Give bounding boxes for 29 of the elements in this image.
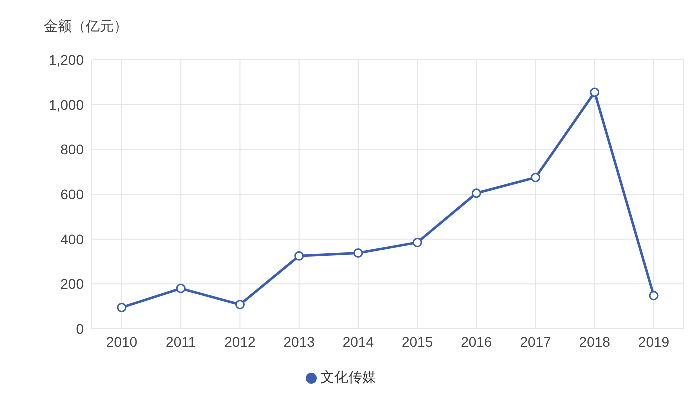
- y-tick-label: 200: [60, 276, 84, 292]
- x-tick-label: 2018: [579, 334, 611, 350]
- x-tick-label: 2015: [402, 334, 434, 350]
- point: [590, 88, 600, 98]
- point: [117, 302, 127, 312]
- y-tick-label: 1,200: [48, 52, 84, 68]
- x-tick-label: 2012: [224, 334, 256, 350]
- y-tick-label: 1,000: [48, 96, 84, 113]
- point: [531, 172, 541, 182]
- point: [176, 284, 186, 294]
- point: [649, 291, 659, 301]
- x-tick-label: 2019: [638, 334, 670, 350]
- x-tick-label: 2016: [461, 334, 492, 350]
- y-tick-label: 0: [76, 320, 84, 337]
- legend-label: 文化传媒: [320, 369, 376, 385]
- point: [294, 251, 304, 261]
- point: [235, 300, 245, 310]
- point: [472, 188, 482, 198]
- y-axis-title: 金额（亿元）: [44, 18, 128, 36]
- point: [412, 238, 422, 248]
- x-tick-label: 2011: [166, 334, 196, 350]
- y-tick-label: 600: [60, 186, 84, 202]
- x-tick-label: 2010: [106, 334, 138, 350]
- x-tick-label: 2017: [520, 334, 552, 350]
- x-tick-label: 2014: [342, 334, 374, 350]
- y-tick-label: 400: [60, 231, 84, 248]
- point: [354, 248, 364, 258]
- x-tick-label: 2013: [284, 334, 316, 350]
- y-tick-label: 800: [60, 142, 84, 158]
